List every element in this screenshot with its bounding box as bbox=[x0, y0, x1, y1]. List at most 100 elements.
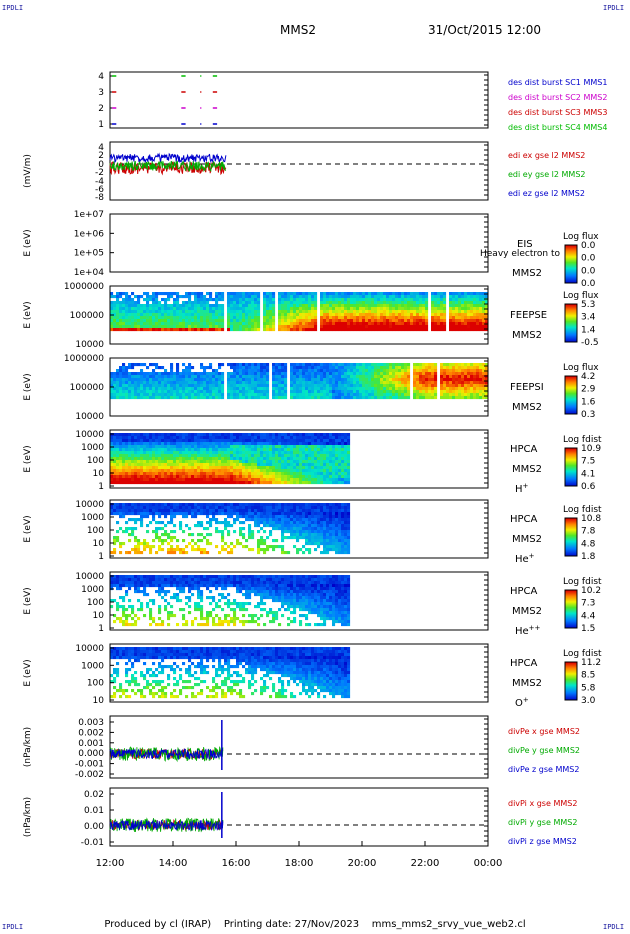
feepsi-pixel bbox=[485, 366, 489, 370]
feepsi-pixel bbox=[242, 375, 246, 379]
feepse-pixel bbox=[359, 307, 363, 311]
feepsi-pixel bbox=[380, 387, 384, 391]
hpca_he-pixel bbox=[137, 545, 141, 549]
feepsi-pixel bbox=[125, 375, 129, 379]
feepsi-pixel bbox=[203, 375, 207, 379]
feepse-pixel bbox=[215, 298, 219, 302]
feepse-pixel bbox=[128, 313, 132, 317]
feepsi-pixel bbox=[281, 390, 285, 394]
feepse-pixel bbox=[437, 298, 441, 302]
hpca_h-pixel bbox=[317, 442, 321, 446]
feepse-pixel bbox=[356, 328, 360, 332]
feepsi-pixel bbox=[455, 363, 459, 367]
feepse-pixel bbox=[284, 319, 288, 323]
feepse-pixel bbox=[386, 298, 390, 302]
feepsi-pixel bbox=[122, 381, 126, 385]
hpca_h-pixel bbox=[119, 472, 123, 476]
hpca_he-pixel bbox=[119, 509, 123, 513]
feepsi-pixel bbox=[485, 390, 489, 394]
feepse-pixel bbox=[239, 307, 243, 311]
corner-label-br: IPDLI bbox=[603, 923, 625, 931]
hpca_h-pixel bbox=[134, 451, 138, 455]
hpca_h-pixel bbox=[299, 439, 303, 443]
feepse-pixel bbox=[392, 328, 396, 332]
feepse-pixel bbox=[227, 310, 231, 314]
feepse-pixel bbox=[284, 325, 288, 329]
hpca_h-pixel bbox=[230, 454, 234, 458]
feepse-pixel bbox=[452, 316, 456, 320]
hpca_h-pixel bbox=[236, 457, 240, 461]
feepsi-pixel bbox=[314, 372, 318, 376]
feepsi-pixel bbox=[377, 390, 381, 394]
hpca_h-pixel bbox=[269, 439, 273, 443]
hpca_h-pixel bbox=[188, 475, 192, 479]
feepse-pixel bbox=[443, 325, 447, 329]
hpca_he-pixel bbox=[218, 506, 222, 510]
feepse-pixel bbox=[422, 322, 426, 326]
feepsi-pixel bbox=[263, 375, 267, 379]
hpca_h-pixel bbox=[170, 475, 174, 479]
hpca_h-pixel bbox=[320, 439, 324, 443]
feepse-pixel bbox=[263, 310, 267, 314]
hpca_he-pixel bbox=[167, 503, 171, 507]
hpca_he-pixel bbox=[131, 548, 135, 552]
feepsi-pixel bbox=[266, 366, 270, 370]
feepsi-pixel bbox=[260, 381, 264, 385]
feepse-pixel bbox=[308, 298, 312, 302]
feepse-pixel bbox=[449, 325, 453, 329]
hpca_h-pixel bbox=[113, 433, 117, 437]
eis-cb-cell bbox=[565, 262, 577, 264]
feepsi-pixel bbox=[293, 363, 297, 367]
hpca_he-pixel bbox=[203, 551, 207, 555]
feepsi-inst: FEEPSI bbox=[510, 382, 544, 393]
hpca_h-pixel bbox=[224, 460, 228, 464]
hpca_h-pixel bbox=[146, 472, 150, 476]
feepsi-pixel bbox=[233, 363, 237, 367]
feepsi-pixel bbox=[314, 393, 318, 397]
hpca_he-pixel bbox=[209, 503, 213, 507]
feepse-pixel bbox=[179, 322, 183, 326]
efield-ytick: 2 bbox=[98, 151, 104, 161]
hpca_h-pixel bbox=[194, 460, 198, 464]
feepsi-pixel bbox=[467, 369, 471, 373]
feepse-pixel bbox=[359, 325, 363, 329]
feepsi-pixel bbox=[305, 393, 309, 397]
hpca_he-pixel bbox=[212, 512, 216, 516]
hpca_h-pixel bbox=[335, 472, 339, 476]
feepse-pixel bbox=[413, 313, 417, 317]
feepsi-pixel bbox=[419, 387, 423, 391]
hpca_h-pixel bbox=[110, 481, 114, 485]
hpca_h-pixel bbox=[218, 445, 222, 449]
hpca_h-pixel bbox=[338, 454, 342, 458]
feepsi-pixel bbox=[272, 378, 276, 382]
hpca_h-pixel bbox=[197, 466, 201, 470]
feepsi-pixel bbox=[158, 393, 162, 397]
feepse-pixel bbox=[200, 295, 204, 299]
feepse-pixel bbox=[245, 319, 249, 323]
feepsi-pixel bbox=[404, 363, 408, 367]
feepse-pixel bbox=[314, 316, 318, 320]
feepse-pixel bbox=[392, 304, 396, 308]
hpca_h-pixel bbox=[302, 442, 306, 446]
hpca_h-pixel bbox=[272, 469, 276, 473]
feepsi-pixel bbox=[179, 390, 183, 394]
hpca_h-cb-cell bbox=[565, 475, 577, 477]
feepse-pixel bbox=[434, 304, 438, 308]
feepsi-pixel bbox=[347, 375, 351, 379]
feepse-pixel bbox=[137, 313, 141, 317]
hpca_h-pixel bbox=[272, 451, 276, 455]
feepsi-pixel bbox=[128, 384, 132, 388]
feepsi-pixel bbox=[239, 393, 243, 397]
hpca_h-pixel bbox=[317, 445, 321, 449]
feepse-pixel bbox=[413, 307, 417, 311]
feepsi-pixel bbox=[467, 387, 471, 391]
feepsi-pixel bbox=[350, 396, 354, 400]
hpca_he-pixel bbox=[230, 542, 234, 546]
hpca_h-pixel bbox=[269, 469, 273, 473]
hpca_he-pixel bbox=[224, 509, 228, 513]
feepsi-pixel bbox=[278, 366, 282, 370]
hpca_h-pixel bbox=[182, 442, 186, 446]
efield-ytick: -4 bbox=[95, 177, 104, 187]
feepse-pixel bbox=[476, 319, 480, 323]
hpca_h-pixel bbox=[341, 454, 345, 458]
